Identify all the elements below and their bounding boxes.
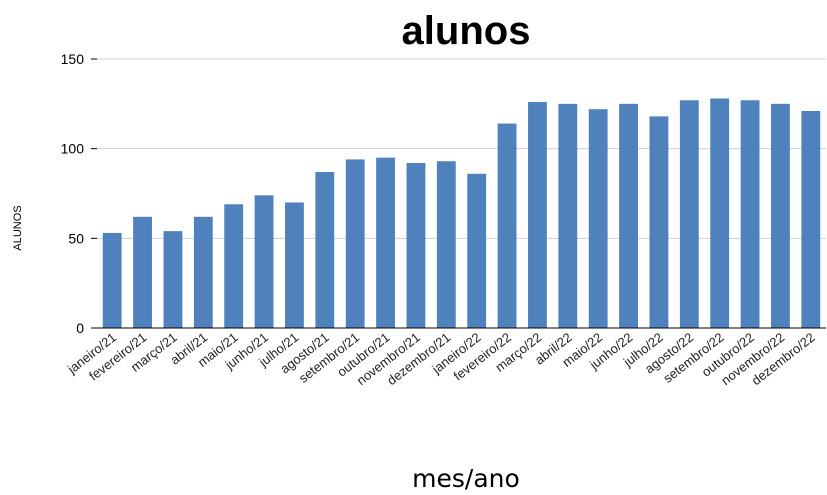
bar	[771, 103, 790, 328]
bar	[528, 102, 547, 328]
y-tick-label: 100	[61, 141, 85, 157]
bar	[133, 216, 152, 328]
bar	[406, 163, 426, 328]
bar	[801, 111, 821, 328]
x-axis-categories: janeiro/21fevereiro/21março/21abril/21ma…	[64, 330, 818, 389]
bar	[102, 232, 122, 328]
bar	[649, 116, 669, 329]
x-axis-label: mes/ano	[412, 464, 520, 493]
y-tick-label: 150	[61, 51, 85, 67]
bar	[710, 98, 730, 328]
bars	[102, 98, 821, 329]
bar	[376, 157, 395, 328]
y-tick-label: 50	[68, 230, 84, 246]
bar	[467, 173, 487, 328]
gridlines	[97, 58, 826, 239]
bar	[254, 195, 274, 328]
bar	[679, 100, 699, 328]
bar	[224, 204, 244, 328]
bar	[436, 161, 456, 328]
bar	[193, 216, 213, 328]
bar	[619, 103, 638, 328]
bar	[163, 231, 183, 328]
y-axis-ticks: 0 50 100 150	[61, 51, 97, 336]
bar	[285, 202, 304, 328]
bar	[588, 109, 608, 328]
y-axis-label: ALUNOS	[12, 205, 24, 250]
bar	[558, 103, 578, 328]
bar	[345, 159, 365, 328]
bar	[315, 171, 335, 328]
bar	[740, 100, 760, 328]
chart-title: alunos	[402, 9, 531, 53]
bar	[497, 123, 517, 328]
y-tick-label: 0	[76, 320, 84, 336]
